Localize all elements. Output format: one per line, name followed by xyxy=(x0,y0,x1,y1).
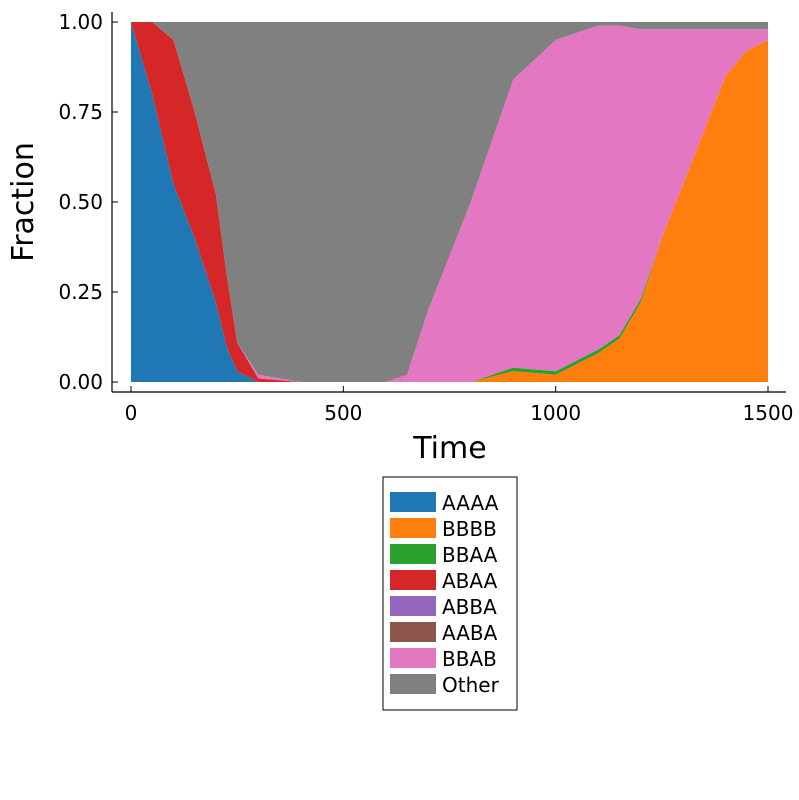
x-tick-label: 1000 xyxy=(530,401,581,425)
y-tick-label: 0.25 xyxy=(58,280,103,304)
x-tick-label: 1500 xyxy=(743,401,794,425)
area-bbbb xyxy=(131,22,768,382)
legend-swatch-bbab xyxy=(390,648,436,668)
y-tick-label: 0.50 xyxy=(58,190,103,214)
legend-label-aaba: AABA xyxy=(442,621,498,645)
x-tick-label: 500 xyxy=(324,401,362,425)
legend-box xyxy=(382,476,518,711)
area-bbab xyxy=(131,22,768,382)
x-axis-title: Time xyxy=(412,431,486,466)
x-ticks: 0 500 1000 1500 xyxy=(125,386,794,425)
y-tick-label: 0.75 xyxy=(58,100,103,124)
legend-swatch-aaaa xyxy=(390,492,436,512)
y-axis-title: Fraction xyxy=(6,142,41,262)
legend-label-other: Other xyxy=(442,673,500,697)
legend-label-bbaa: BBAA xyxy=(442,543,498,567)
legend-label-bbab: BBAB xyxy=(442,647,497,671)
legend-swatch-other xyxy=(390,674,436,694)
x-tick-label: 0 xyxy=(125,401,138,425)
y-tick-label: 0.00 xyxy=(58,370,103,394)
area-aaaa xyxy=(131,22,768,382)
plot-area xyxy=(131,22,768,382)
legend-swatch-abba xyxy=(390,596,436,616)
legend-swatch-abaa xyxy=(390,570,436,590)
y-ticks: 0.00 0.25 0.50 0.75 1.00 xyxy=(58,10,118,394)
legend-swatch-bbbb xyxy=(390,518,436,538)
legend-label-abba: ABBA xyxy=(442,595,497,619)
legend-label-aaaa: AAAA xyxy=(442,491,499,515)
legend-label-abaa: ABAA xyxy=(442,569,498,593)
area-other xyxy=(131,22,768,382)
legend-swatch-bbaa xyxy=(390,544,436,564)
legend-swatch-aaba xyxy=(390,622,436,642)
legend-label-bbbb: BBBB xyxy=(442,517,497,541)
y-tick-label: 1.00 xyxy=(58,10,103,34)
